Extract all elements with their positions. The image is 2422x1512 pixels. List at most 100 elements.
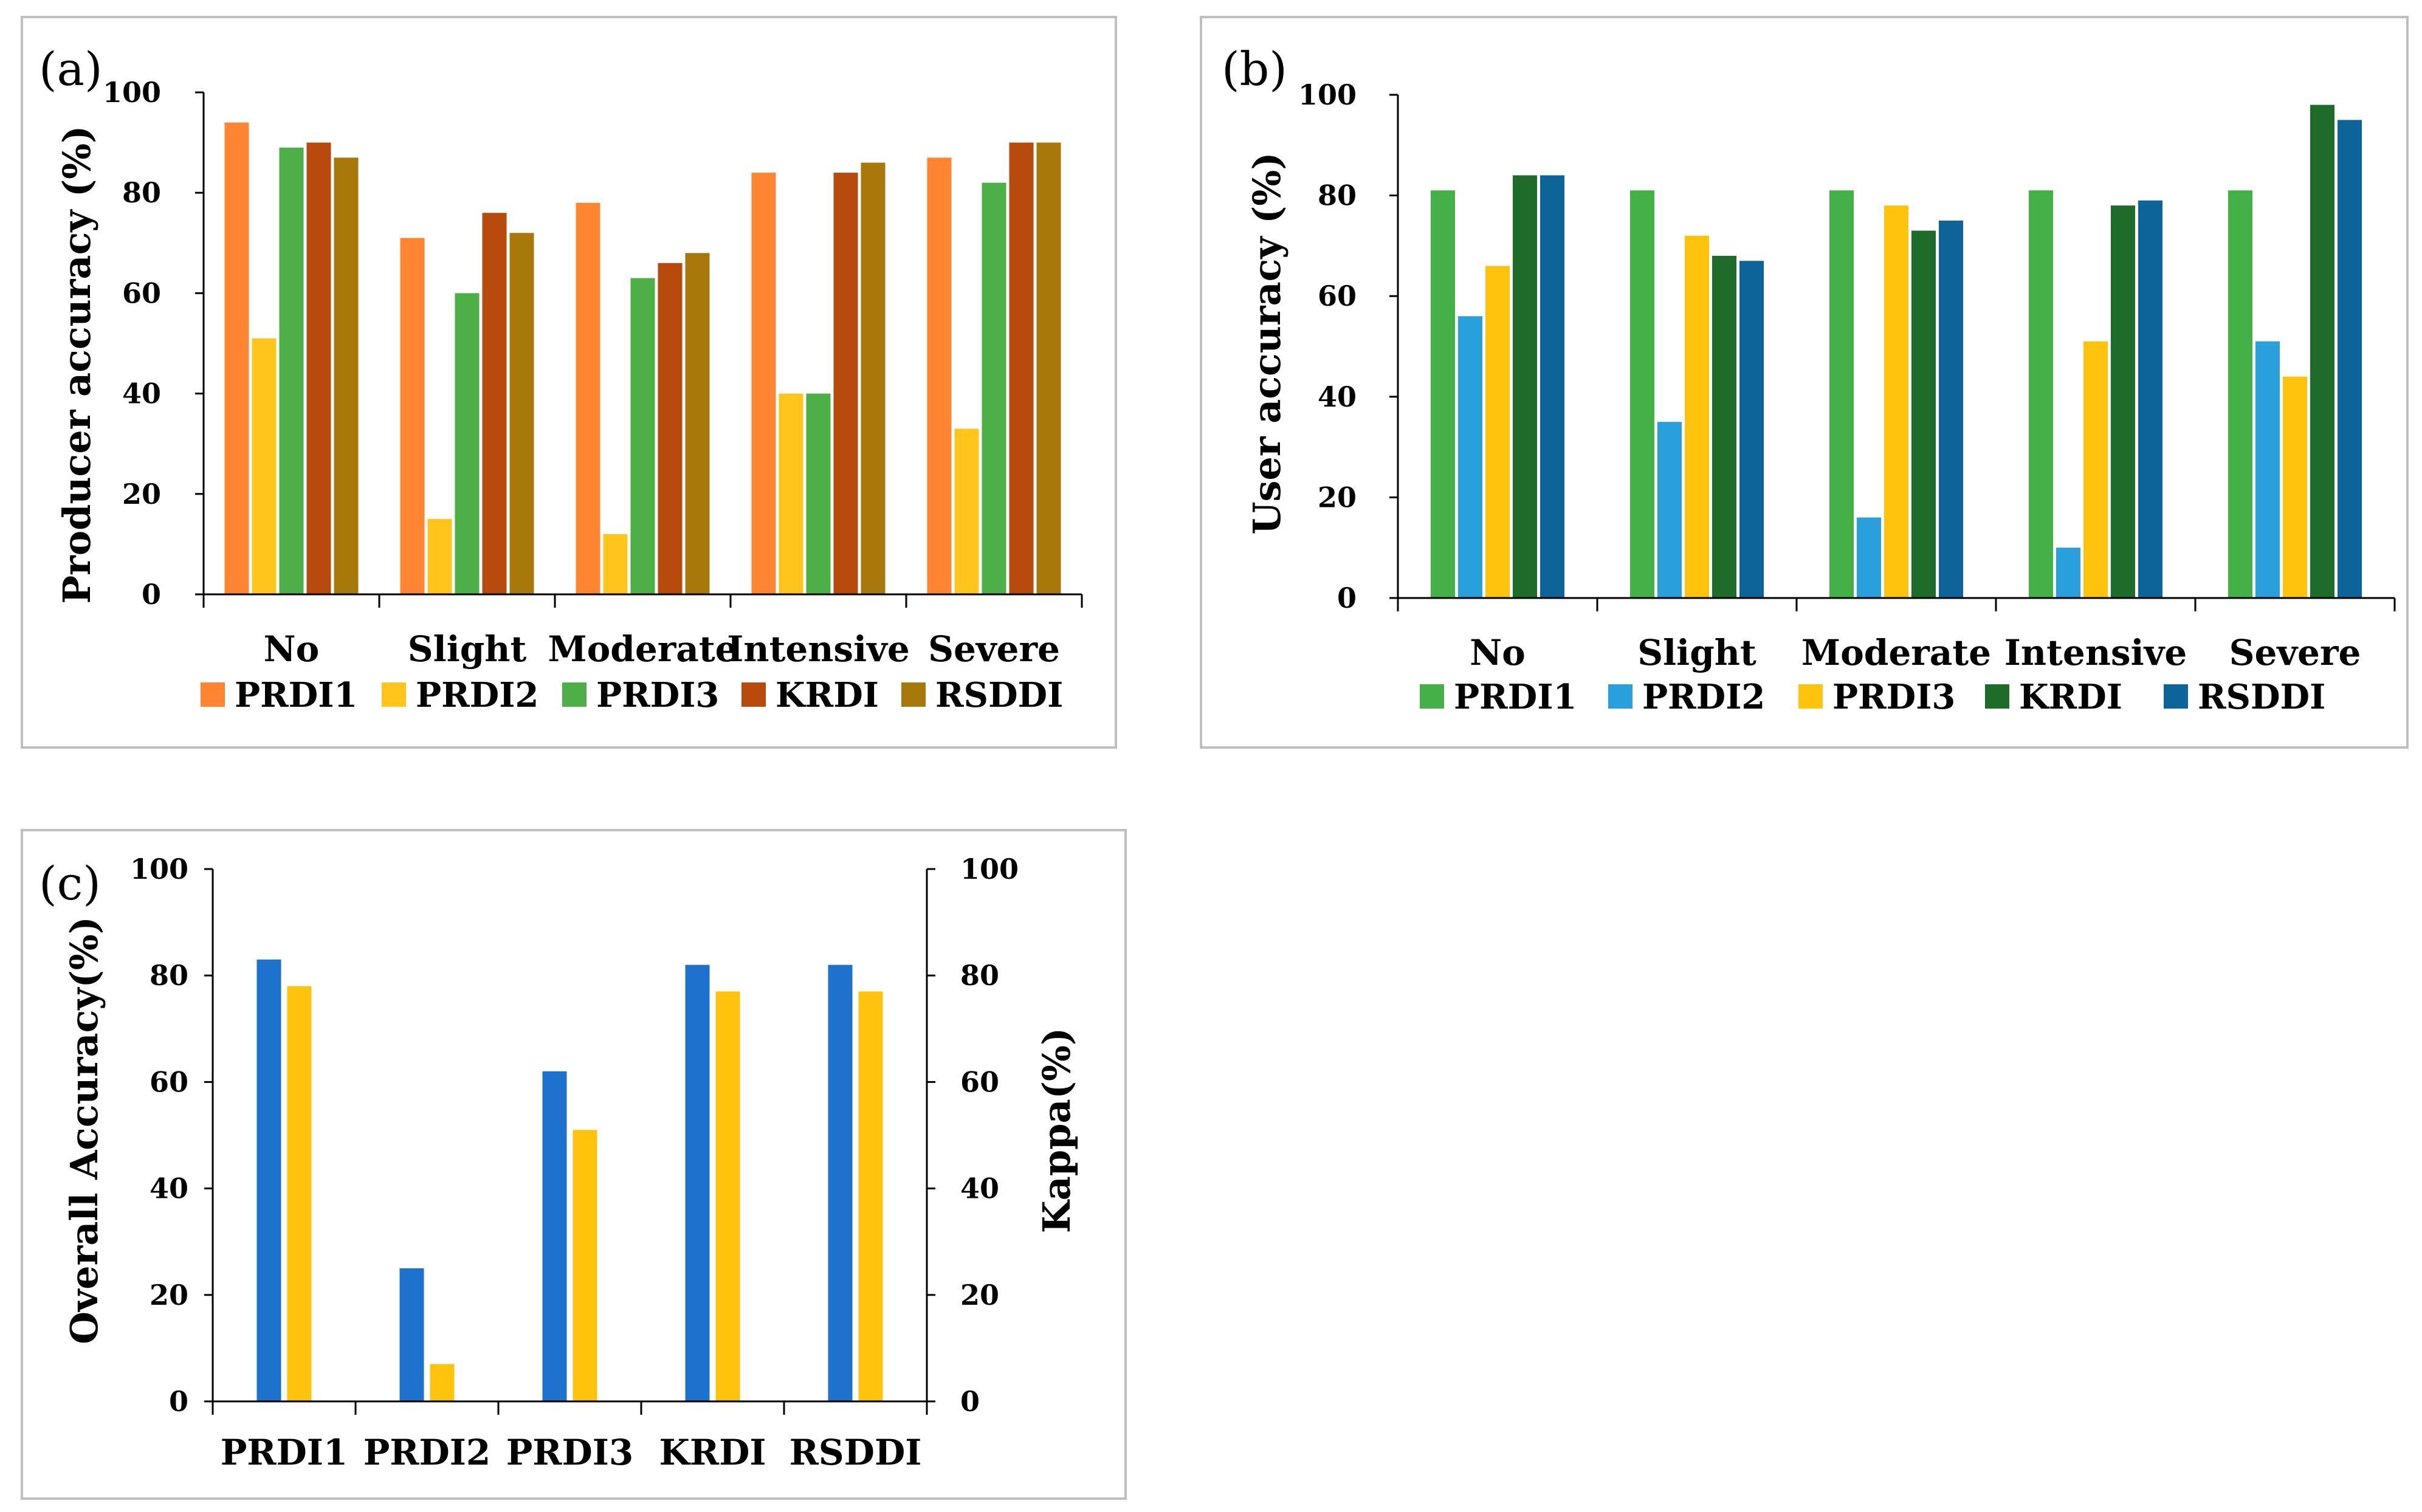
- x-category-label: Slight: [408, 628, 527, 670]
- bar-rsddi-no: [1540, 175, 1564, 599]
- y-tick-label: 40: [122, 377, 161, 410]
- x-category-label: KRDI: [659, 1432, 766, 1473]
- legend-swatch: [562, 682, 587, 707]
- bar-rsddi-severe: [1036, 142, 1061, 595]
- bar-prdi1-moderate: [576, 202, 600, 595]
- legend-label: PRDI2: [1642, 677, 1765, 717]
- bar-prdi1-severe: [927, 157, 952, 594]
- bar-prdi3-slight: [455, 293, 480, 594]
- bar-kappa-prdi1: [287, 986, 312, 1401]
- x-category-label: No: [264, 628, 320, 670]
- bar-krdi-no: [306, 142, 331, 595]
- bar-prdi1-slight: [400, 238, 425, 594]
- bar-overall-accuracy-krdi: [685, 964, 710, 1401]
- bar-prdi2-slight: [427, 519, 452, 594]
- y-tick-label: 40: [150, 1172, 188, 1205]
- bar-prdi1-moderate: [1829, 190, 1854, 598]
- bar-rsddi-intensive: [861, 162, 886, 594]
- panel-b: (b) User accuracy (%) 0 20 40 60 80 100 No Sli…: [1200, 16, 2409, 749]
- legend-swatch: [201, 682, 225, 707]
- panel-a-legend: PRDI1 PRDI2 PRDI3 KRDI RSDDI: [201, 675, 1063, 715]
- bar-prdi1-no: [224, 122, 249, 594]
- y-tick-label: 60: [122, 277, 161, 309]
- panel-a-y-axis-title: Producer accuracy (%): [55, 125, 99, 603]
- right-y-tick-label: 40: [960, 1172, 999, 1205]
- legend-swatch: [2164, 684, 2188, 709]
- right-y-tick-label: 20: [960, 1279, 999, 1311]
- x-category-label: Severe: [928, 628, 1060, 670]
- legend-swatch: [1608, 684, 1632, 709]
- bar-krdi-severe: [2310, 105, 2334, 598]
- bar-prdi1-no: [1431, 190, 1455, 598]
- bar-krdi-moderate: [658, 263, 683, 595]
- x-category-label: Intensive: [727, 628, 909, 670]
- y-tick-label: 20: [122, 478, 161, 510]
- x-category-label: Intensive: [2004, 632, 2187, 673]
- bar-rsddi-slight: [509, 233, 534, 594]
- bar-prdi1-intensive: [2029, 190, 2053, 598]
- panel-b-axes: [1397, 95, 2396, 611]
- bar-prdi2-slight: [1657, 422, 1682, 598]
- y-tick-label: 80: [122, 176, 161, 209]
- legend-swatch: [382, 682, 406, 707]
- x-category-label: PRDI1: [221, 1432, 348, 1473]
- legend-swatch: [1420, 684, 1444, 709]
- panel-b-bars: [1431, 105, 2362, 599]
- right-y-tick-label: 60: [960, 1065, 999, 1098]
- bar-rsddi-intensive: [2138, 200, 2162, 598]
- panel-b-category-labels: No Slight Moderate Intensive Severe: [1470, 632, 2361, 673]
- bar-prdi2-moderate: [603, 534, 628, 594]
- bar-prdi3-severe: [982, 182, 1006, 594]
- y-tick-label: 60: [150, 1065, 188, 1098]
- bar-prdi2-no: [252, 338, 277, 594]
- bar-prdi3-slight: [1685, 235, 1709, 599]
- bar-krdi-slight: [1712, 255, 1736, 599]
- bar-prdi1-intensive: [751, 173, 776, 594]
- panel-c-right-axis-title: Kappa(%): [1034, 1028, 1079, 1234]
- panel-b-y-axis-title: User accuracy (%): [1245, 152, 1289, 534]
- legend-label: PRDI1: [235, 675, 357, 715]
- panel-b-y-ticks: 0 20 40 60 80 100: [1298, 78, 1398, 614]
- panel-c-y-ticks: 0 20 40 60 80 100: [130, 853, 213, 1418]
- bar-krdi-slight: [482, 213, 507, 594]
- right-y-tick-label: 80: [960, 959, 999, 992]
- bar-prdi3-moderate: [630, 278, 655, 594]
- bar-prdi1-severe: [2228, 190, 2252, 598]
- bar-overall-accuracy-prdi1: [256, 959, 281, 1401]
- y-tick-label: 100: [1298, 78, 1357, 111]
- y-tick-label: 0: [142, 578, 161, 611]
- y-tick-label: 80: [150, 959, 188, 992]
- x-category-label: Slight: [1637, 632, 1756, 673]
- bar-kappa-prdi2: [430, 1364, 455, 1401]
- legend-swatch: [741, 682, 766, 707]
- panel-a-bars: [224, 122, 1061, 595]
- y-tick-label: 20: [150, 1279, 188, 1311]
- legend-label: PRDI2: [416, 675, 538, 715]
- bar-krdi-severe: [1009, 142, 1034, 595]
- bar-kappa-krdi: [715, 991, 740, 1401]
- bar-krdi-intensive: [2111, 205, 2135, 598]
- bar-rsddi-slight: [1739, 261, 1764, 598]
- panel-c-bars: [256, 959, 883, 1401]
- legend-label: RSDDI: [935, 675, 1063, 715]
- bar-overall-accuracy-prdi3: [542, 1071, 567, 1401]
- y-tick-label: 100: [103, 76, 161, 109]
- legend-swatch: [901, 682, 926, 707]
- legend-label: PRDI3: [1832, 677, 1955, 717]
- bar-krdi-no: [1513, 175, 1537, 599]
- panel-a-label: (a): [39, 42, 103, 96]
- panel-c: (c) Overall Accuracy(%) Kappa(%) 0 20 40 60…: [21, 829, 1127, 1500]
- bar-prdi3-moderate: [1884, 205, 1908, 598]
- bar-prdi3-no: [1485, 266, 1510, 598]
- panel-c-y-axis-title: Overall Accuracy(%): [62, 916, 106, 1344]
- bar-krdi-moderate: [1911, 230, 1936, 598]
- x-category-label: Moderate: [1801, 632, 1991, 673]
- panel-a-y-ticks: 0 20 40 60 80 100: [103, 76, 204, 611]
- x-category-label: PRDI3: [506, 1432, 634, 1473]
- legend-label: KRDI: [776, 675, 879, 715]
- x-category-label: No: [1470, 632, 1526, 673]
- legend-swatch: [1798, 684, 1823, 709]
- bar-prdi2-no: [1458, 316, 1482, 598]
- y-tick-label: 100: [130, 853, 188, 885]
